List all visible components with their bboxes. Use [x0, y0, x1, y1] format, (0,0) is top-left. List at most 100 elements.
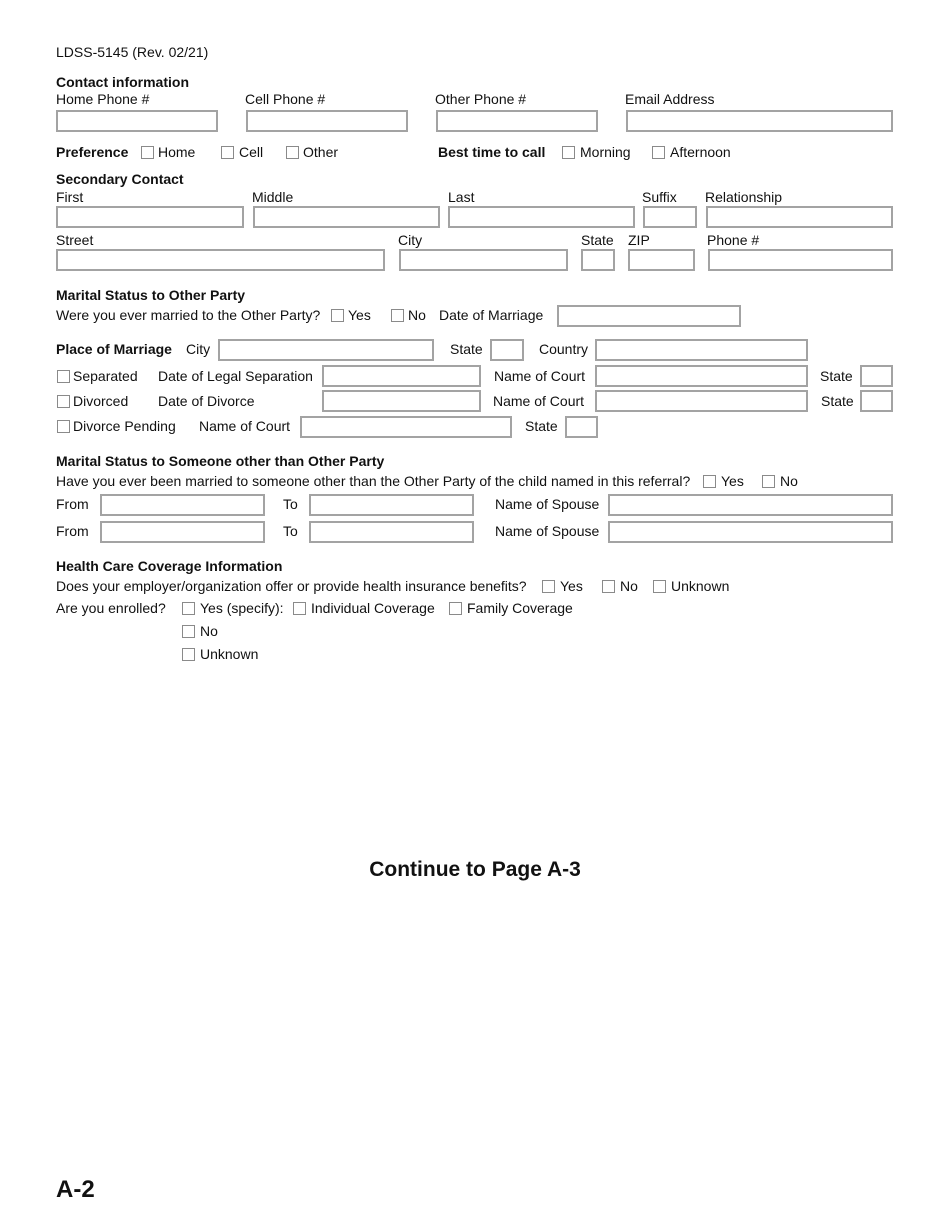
cell-phone-field[interactable]: [246, 110, 408, 132]
afternoon-checkbox[interactable]: [652, 146, 665, 159]
marriage-state-field[interactable]: [490, 339, 524, 361]
enrolled-yes-checkbox[interactable]: [182, 602, 195, 615]
state-field[interactable]: [581, 249, 615, 271]
separation-court-field[interactable]: [595, 365, 808, 387]
enrolled-no-checkbox[interactable]: [182, 625, 195, 638]
morning-label: Morning: [580, 144, 631, 160]
someone-question: Have you ever been married to someone ot…: [56, 473, 691, 489]
marriage-state-label: State: [450, 341, 483, 357]
divorce-pending-checkbox[interactable]: [57, 420, 70, 433]
health-unknown-label: Unknown: [671, 578, 730, 594]
best-time-label: Best time to call: [438, 144, 546, 160]
from-field-2[interactable]: [100, 521, 265, 543]
from-label-1: From: [56, 496, 89, 512]
marriage-country-label: Country: [539, 341, 589, 357]
enrolled-yes-label: Yes (specify):: [200, 600, 284, 616]
spouse-field-1[interactable]: [608, 494, 893, 516]
home-phone-field[interactable]: [56, 110, 218, 132]
continue-text: Continue to Page A-3: [369, 858, 581, 881]
enrolled-unknown-label: Unknown: [200, 646, 259, 662]
date-legal-separation-field[interactable]: [322, 365, 481, 387]
separated-checkbox[interactable]: [57, 370, 70, 383]
to-label-2: To: [283, 523, 298, 539]
someone-no-label: No: [780, 473, 798, 489]
date-of-divorce-field[interactable]: [322, 390, 481, 412]
individual-coverage-checkbox[interactable]: [293, 602, 306, 615]
from-label-2: From: [56, 523, 89, 539]
from-field-1[interactable]: [100, 494, 265, 516]
city-field[interactable]: [399, 249, 568, 271]
family-coverage-label: Family Coverage: [467, 600, 573, 616]
divorced-label: Divorced: [73, 393, 129, 409]
health-yes-checkbox[interactable]: [542, 580, 555, 593]
married-yes-checkbox[interactable]: [331, 309, 344, 322]
health-heading: Health Care Coverage Information: [56, 558, 283, 574]
date-legal-separation-label: Date of Legal Separation: [158, 368, 313, 384]
to-field-1[interactable]: [309, 494, 474, 516]
contact-heading: Contact information: [56, 74, 189, 90]
preference-label: Preference: [56, 144, 129, 160]
health-question: Does your employer/organization offer or…: [56, 578, 527, 594]
family-coverage-checkbox[interactable]: [449, 602, 462, 615]
marital-someone-heading: Marital Status to Someone other than Oth…: [56, 453, 385, 469]
date-of-marriage-label: Date of Marriage: [439, 307, 544, 323]
health-no-label: No: [620, 578, 638, 594]
pref-home-checkbox[interactable]: [141, 146, 154, 159]
divorce-pending-label: Divorce Pending: [73, 418, 176, 434]
separation-state-label: State: [820, 368, 853, 384]
zip-label: ZIP: [628, 232, 650, 248]
pending-court-label: Name of Court: [199, 418, 291, 434]
someone-no-checkbox[interactable]: [762, 475, 775, 488]
date-of-divorce-label: Date of Divorce: [158, 393, 255, 409]
married-no-checkbox[interactable]: [391, 309, 404, 322]
middle-label: Middle: [252, 189, 294, 205]
pending-court-field[interactable]: [300, 416, 512, 438]
spouse-label-1: Name of Spouse: [495, 496, 600, 512]
separation-state-field[interactable]: [860, 365, 893, 387]
separation-court-label: Name of Court: [494, 368, 586, 384]
home-phone-label: Home Phone #: [56, 91, 150, 107]
marital-other-heading: Marital Status to Other Party: [56, 287, 246, 303]
enrolled-label: Are you enrolled?: [56, 600, 166, 616]
street-label: Street: [56, 232, 94, 248]
secondary-phone-field[interactable]: [708, 249, 893, 271]
spouse-field-2[interactable]: [608, 521, 893, 543]
suffix-label: Suffix: [642, 189, 677, 205]
suffix-field[interactable]: [643, 206, 697, 228]
first-name-field[interactable]: [56, 206, 244, 228]
divorce-court-field[interactable]: [595, 390, 808, 412]
pref-home-label: Home: [158, 144, 196, 160]
zip-field[interactable]: [628, 249, 695, 271]
pref-other-checkbox[interactable]: [286, 146, 299, 159]
last-name-field[interactable]: [448, 206, 635, 228]
pending-state-label: State: [525, 418, 558, 434]
street-field[interactable]: [56, 249, 385, 271]
separated-label: Separated: [73, 368, 138, 384]
form-id: LDSS-5145 (Rev. 02/21): [56, 44, 209, 60]
pref-cell-checkbox[interactable]: [221, 146, 234, 159]
someone-yes-checkbox[interactable]: [703, 475, 716, 488]
divorce-state-field[interactable]: [860, 390, 893, 412]
relationship-field[interactable]: [706, 206, 893, 228]
middle-name-field[interactable]: [253, 206, 440, 228]
divorce-state-label: State: [821, 393, 854, 409]
morning-checkbox[interactable]: [562, 146, 575, 159]
marriage-city-field[interactable]: [218, 339, 434, 361]
enrolled-no-label: No: [200, 623, 218, 639]
secondary-heading: Secondary Contact: [56, 171, 184, 187]
to-field-2[interactable]: [309, 521, 474, 543]
health-no-checkbox[interactable]: [602, 580, 615, 593]
email-field[interactable]: [626, 110, 893, 132]
health-unknown-checkbox[interactable]: [653, 580, 666, 593]
marriage-country-field[interactable]: [595, 339, 808, 361]
email-label: Email Address: [625, 91, 715, 107]
other-phone-field[interactable]: [436, 110, 598, 132]
pref-other-label: Other: [303, 144, 339, 160]
date-of-marriage-field[interactable]: [557, 305, 741, 327]
divorced-checkbox[interactable]: [57, 395, 70, 408]
cell-phone-label: Cell Phone #: [245, 91, 326, 107]
enrolled-unknown-checkbox[interactable]: [182, 648, 195, 661]
pref-cell-label: Cell: [239, 144, 264, 160]
relationship-label: Relationship: [705, 189, 783, 205]
pending-state-field[interactable]: [565, 416, 598, 438]
